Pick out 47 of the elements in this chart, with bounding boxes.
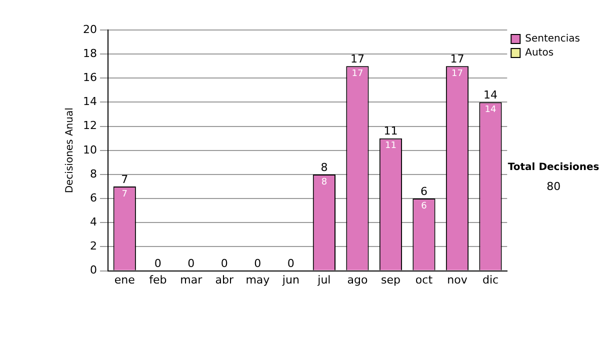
- text: Total Decisiones: [508, 162, 600, 173]
- total-label: 7: [121, 172, 128, 186]
- total-label: 8: [320, 160, 328, 174]
- y-tick-label: 2: [90, 240, 97, 253]
- y-tick-label: 10: [82, 143, 97, 156]
- total-label: 0: [287, 257, 294, 270]
- y-tick-label: 20: [82, 22, 97, 36]
- total-label: 0: [254, 257, 262, 270]
- total-label: 17: [450, 52, 464, 66]
- x-tick-label: may: [246, 273, 270, 286]
- data-label: 6: [421, 201, 428, 212]
- y-tick-label: 8: [90, 167, 97, 180]
- total-label: 0: [154, 257, 162, 270]
- y-tick-label: 12: [82, 119, 97, 132]
- y-tick-label: 4: [90, 216, 97, 228]
- y-axis-title: Decisiones Anual: [64, 108, 76, 194]
- total-label: 6: [420, 184, 428, 198]
- y-tick-label: 0: [90, 264, 97, 277]
- total-label: 11: [384, 124, 398, 138]
- y-tick-label: 16: [82, 71, 97, 84]
- total-label: 17: [350, 52, 364, 66]
- x-tick-label: jul: [316, 273, 331, 286]
- data-label: 11: [384, 141, 396, 152]
- text: 80: [546, 180, 561, 194]
- total-label: 0: [220, 257, 228, 270]
- x-tick-label: feb: [149, 273, 167, 286]
- data-label: 14: [484, 105, 497, 116]
- x-tick-label: abr: [215, 273, 234, 286]
- x-tick-label: nov: [447, 273, 468, 286]
- x-tick-label: sep: [380, 273, 400, 286]
- data-label: 8: [321, 177, 328, 188]
- data-label: 17: [452, 68, 463, 79]
- legend-label: Autos: [525, 48, 554, 59]
- legend-label: Sentencias: [525, 34, 580, 45]
- total-label: 0: [188, 257, 195, 270]
- data-label: 17: [352, 68, 364, 79]
- data-label: 7: [122, 189, 128, 200]
- x-tick-label: ene: [114, 273, 136, 286]
- total-label: 14: [484, 88, 498, 102]
- x-tick-label: oct: [415, 273, 434, 286]
- y-tick-label: 6: [90, 191, 97, 204]
- x-tick-label: jun: [281, 273, 300, 286]
- y-tick-label: 18: [82, 46, 97, 60]
- x-tick-label: dic: [482, 273, 499, 286]
- x-tick-label: mar: [180, 273, 203, 286]
- x-tick-label: ago: [347, 273, 368, 286]
- y-tick-label: 14: [82, 95, 97, 108]
